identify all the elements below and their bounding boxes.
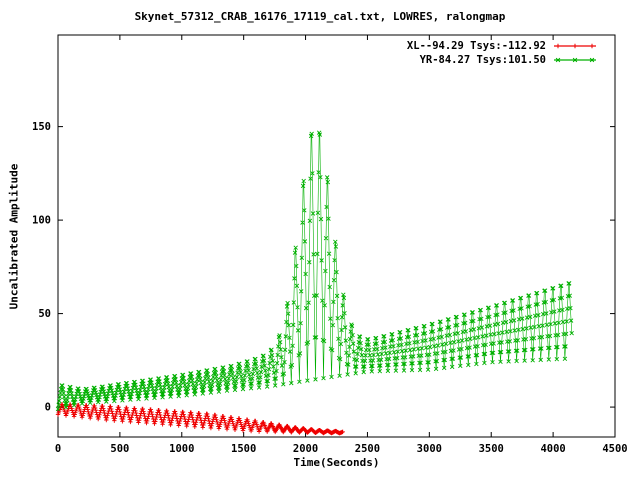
legend-label-xl: XL--94.29 Tsys:-112.92 — [406, 40, 546, 52]
y-tick-label: 100 — [32, 215, 51, 227]
x-tick-label: 2000 — [293, 443, 318, 455]
y-tick-label: 0 — [45, 402, 51, 414]
legend: XL--94.29 Tsys:-112.92 YR-84.27 Tsys:101… — [407, 40, 598, 66]
chart-title: Skynet_57312_CRAB_16176_17119_cal.txt, L… — [134, 10, 506, 23]
y-tick-label: 150 — [32, 121, 51, 133]
x-tick-label: 1500 — [231, 443, 256, 455]
series-points-1 — [55, 130, 574, 412]
x-tick-label: 4500 — [602, 443, 627, 455]
x-tick-label: 500 — [110, 443, 129, 455]
x-tick-label: 0 — [55, 443, 61, 455]
x-tick-label: 4000 — [540, 443, 565, 455]
legend-entry-xl: XL--94.29 Tsys:-112.92 — [407, 40, 598, 52]
series-points-0 — [55, 402, 345, 436]
y-tick-label: 50 — [38, 308, 51, 320]
x-axis-title: Time(Seconds) — [293, 456, 380, 469]
legend-label-yr: YR-84.27 Tsys:101.50 — [419, 54, 546, 66]
plot-border — [57, 34, 616, 438]
x-tick-label: 2500 — [355, 443, 380, 455]
series-line-1 — [57, 132, 572, 410]
x-tick-label: 1000 — [169, 443, 194, 455]
legend-entry-yr: YR-84.27 Tsys:101.50 — [407, 54, 598, 66]
x-tick-label: 3500 — [479, 443, 504, 455]
x-tick-label: 3000 — [417, 443, 442, 455]
legend-sample-yr — [554, 57, 596, 63]
cross-marker-icon — [555, 57, 595, 63]
legend-sample-xl — [554, 43, 596, 49]
plus-marker-icon — [555, 43, 595, 49]
